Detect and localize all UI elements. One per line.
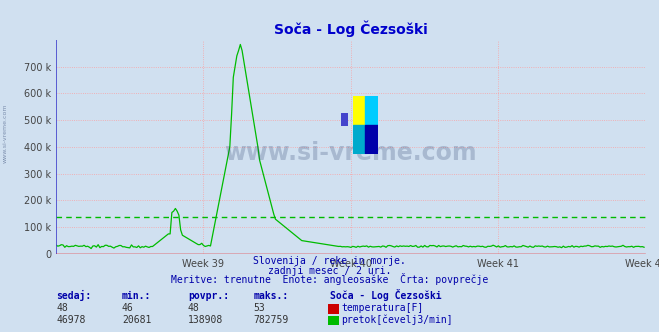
Text: pretok[čevelj3/min]: pretok[čevelj3/min] [341, 314, 453, 325]
Bar [353, 125, 365, 154]
Text: Slovenija / reke in morje.: Slovenija / reke in morje. [253, 256, 406, 266]
Text: 53: 53 [254, 303, 266, 313]
Text: 48: 48 [56, 303, 68, 313]
Bar [365, 125, 378, 154]
Text: min.:: min.: [122, 291, 152, 301]
Text: maks.:: maks.: [254, 291, 289, 301]
Text: 138908: 138908 [188, 315, 223, 325]
Text: temperatura[F]: temperatura[F] [341, 303, 424, 313]
Text: sedaj:: sedaj: [56, 290, 91, 301]
Bar [353, 96, 365, 125]
Text: 46978: 46978 [56, 315, 86, 325]
Text: zadnji mesec / 2 uri.: zadnji mesec / 2 uri. [268, 266, 391, 276]
Text: povpr.:: povpr.: [188, 291, 229, 301]
Text: Meritve: trenutne  Enote: angleosaške  Črta: povprečje: Meritve: trenutne Enote: angleosaške Črt… [171, 273, 488, 285]
Text: 782759: 782759 [254, 315, 289, 325]
Text: 46: 46 [122, 303, 134, 313]
Title: Soča - Log Čezsoški: Soča - Log Čezsoški [274, 21, 428, 37]
Text: 48: 48 [188, 303, 200, 313]
Text: www.si-vreme.com: www.si-vreme.com [225, 141, 477, 165]
Text: www.si-vreme.com: www.si-vreme.com [3, 103, 8, 163]
Text: 20681: 20681 [122, 315, 152, 325]
Text: Soča - Log Čezsoški: Soča - Log Čezsoški [330, 290, 441, 301]
Bar [365, 96, 378, 125]
